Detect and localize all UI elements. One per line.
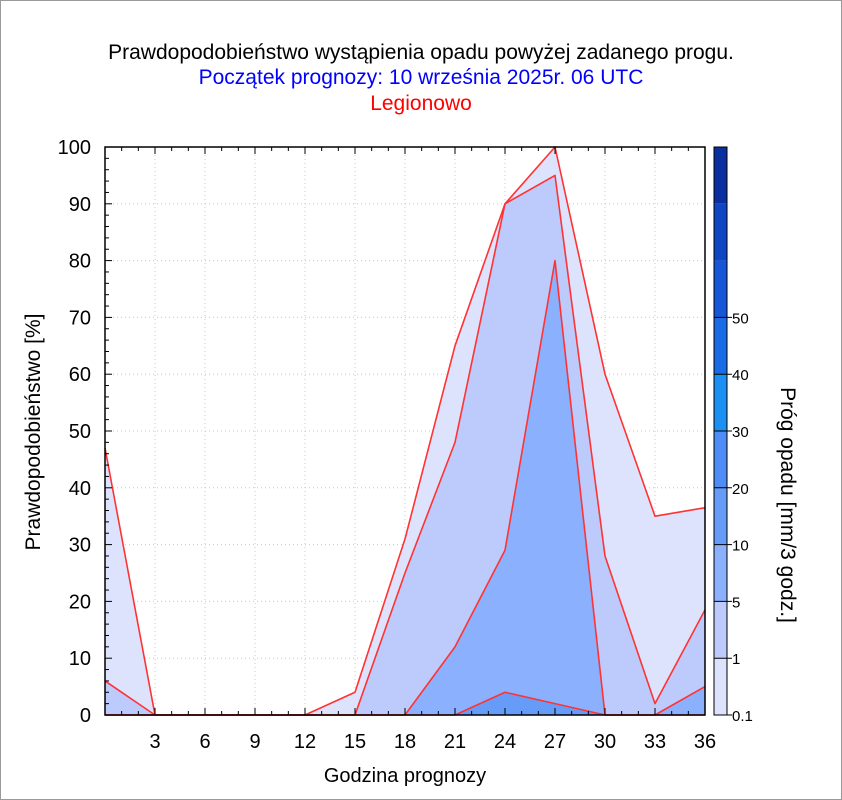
y-tick-label: 40 xyxy=(69,478,91,500)
colorbar-segment xyxy=(714,431,727,488)
y-tick-label: 70 xyxy=(69,307,91,329)
colorbar-segment xyxy=(714,374,727,431)
y-tick-label: 100 xyxy=(58,137,91,159)
x-tick-label: 6 xyxy=(199,731,210,753)
colorbar-tick-label: 1 xyxy=(732,651,740,668)
colorbar-segment xyxy=(714,260,727,318)
y-tick-label: 80 xyxy=(69,251,91,273)
colorbar-tick-label: 20 xyxy=(732,481,749,498)
x-tick-label: 9 xyxy=(249,731,260,753)
x-tick-label: 24 xyxy=(494,731,516,753)
x-tick-label: 15 xyxy=(344,731,366,753)
y-tick-label: 50 xyxy=(69,421,91,443)
colorbar-tick-label: 30 xyxy=(732,424,749,441)
y-tick-label: 0 xyxy=(80,705,91,727)
y-tick-label: 60 xyxy=(69,364,91,386)
colorbar-tick-label: 5 xyxy=(732,594,740,611)
colorbar-segment xyxy=(714,658,727,715)
chart-title: Prawdopodobieństwo wystąpienia opadu pow… xyxy=(108,41,734,64)
colorbar-label: Próg opadu [mm/3 godz.] xyxy=(776,387,799,623)
y-tick-label: 90 xyxy=(69,194,91,216)
y-tick-label: 10 xyxy=(69,648,91,670)
x-tick-label: 12 xyxy=(294,731,316,753)
x-tick-label: 21 xyxy=(444,731,466,753)
colorbar-segment xyxy=(714,147,727,204)
axes xyxy=(104,146,706,716)
x-tick-label: 33 xyxy=(644,731,666,753)
x-tick-label: 27 xyxy=(544,731,566,753)
x-tick-label: 30 xyxy=(594,731,616,753)
colorbar-segment xyxy=(714,203,727,261)
x-tick-label: 36 xyxy=(694,731,716,753)
x-tick-labels: 3 6 9 12 15 18 21 24 27 30 33 36 xyxy=(149,731,716,753)
y-axis-label: Prawdopodobieństwo [%] xyxy=(22,314,45,551)
chart-location: Legionowo xyxy=(370,92,472,115)
colorbar-tick-label: 40 xyxy=(732,367,749,384)
colorbar-tick-label: 10 xyxy=(732,538,749,555)
colorbar-segment xyxy=(714,601,727,659)
x-tick-label: 18 xyxy=(394,731,416,753)
colorbar-tick-label: 0.1 xyxy=(732,708,753,725)
colorbar-segment xyxy=(714,544,727,602)
x-axis-label: Godzina prognozy xyxy=(324,765,486,787)
colorbar-segment xyxy=(714,487,727,545)
colorbar: 0.1 1 5 10 20 30 40 50 xyxy=(713,146,753,725)
y-tick-label: 30 xyxy=(69,535,91,557)
colorbar-tick-label: 50 xyxy=(732,310,749,327)
chart-subtitle: Początek prognozy: 10 września 2025r. 06… xyxy=(198,66,644,89)
colorbar-segment xyxy=(714,317,727,375)
y-tick-label: 20 xyxy=(69,591,91,613)
area-series-3 xyxy=(105,260,705,715)
x-tick-label: 3 xyxy=(149,731,160,753)
y-tick-labels: 0 10 20 30 40 50 60 70 80 90 100 xyxy=(58,137,91,727)
